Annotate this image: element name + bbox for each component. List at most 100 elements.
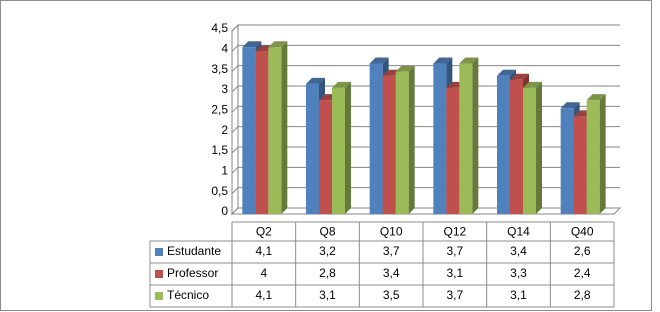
table-value: 4,1: [255, 244, 272, 258]
legend-label: Estudante: [167, 244, 221, 258]
table-value: 3,4: [383, 266, 400, 280]
bar-top: [268, 41, 288, 48]
bar: [395, 65, 415, 215]
bar-front: [433, 63, 447, 215]
bar-front: [332, 87, 345, 214]
bar-front: [268, 47, 282, 215]
grid-line-segment: [231, 166, 620, 174]
x-tick-label: Q14: [507, 225, 530, 239]
bar-top: [560, 102, 580, 109]
grid-line: [231, 105, 620, 113]
table-value: 2,8: [319, 266, 336, 280]
x-tick-label: Q10: [380, 225, 403, 239]
grid-line: [231, 44, 620, 52]
bar-front: [586, 100, 600, 214]
table-value: 3,5: [383, 288, 400, 302]
bar-top: [306, 77, 325, 84]
y-tick-label: 2: [221, 123, 228, 137]
bar-front: [369, 63, 383, 215]
bar-top: [332, 81, 351, 88]
table-value: 3,7: [446, 288, 463, 302]
y-tick-label: 3: [221, 82, 228, 96]
bar-side: [536, 81, 542, 214]
bar-top: [242, 41, 262, 48]
bar: [459, 57, 479, 215]
bar-side: [599, 94, 606, 214]
x-tick-label: Q2: [256, 225, 272, 239]
grid-line: [231, 24, 620, 32]
x-tick-label: Q40: [571, 225, 594, 239]
legend-swatch: [155, 248, 163, 256]
grid-line-segment: [231, 207, 620, 215]
grid-line: [231, 207, 620, 215]
bar-side: [408, 65, 415, 215]
grid-line-segment: [231, 44, 620, 52]
x-tick-label: Q8: [319, 225, 335, 239]
bar-front: [560, 108, 574, 214]
bar-front: [573, 116, 587, 214]
table-value: 3,1: [319, 288, 336, 302]
bar-side: [345, 81, 351, 214]
grid-line: [231, 126, 620, 134]
y-tick-label: 0: [221, 204, 228, 218]
bar-top: [510, 73, 529, 80]
grid-line: [231, 187, 620, 195]
bar-top: [395, 65, 415, 72]
y-tick-label: 1,5: [211, 143, 228, 157]
table-value: 3,3: [510, 266, 527, 280]
grid-line: [231, 85, 620, 93]
bar-front: [306, 83, 319, 214]
table-value: 4,1: [255, 288, 272, 302]
grid-line-segment: [231, 146, 620, 154]
bar-top: [497, 69, 516, 76]
bar-top: [433, 57, 453, 64]
bar-front: [319, 100, 332, 214]
grid-line-segment: [231, 187, 620, 195]
table-value: 3,2: [319, 244, 336, 258]
y-tick-label: 2,5: [211, 103, 228, 117]
legend-label: Professor: [167, 266, 218, 280]
table-value: 4: [260, 266, 267, 280]
table-value: 3,1: [510, 288, 527, 302]
bar-top: [586, 94, 606, 101]
table-value: 3,1: [446, 266, 463, 280]
table-value: 3,4: [510, 244, 527, 258]
grid-line-segment: [231, 105, 620, 113]
bar-front: [459, 63, 473, 215]
bar-front: [255, 51, 269, 215]
x-tick-label: Q12: [443, 225, 466, 239]
bar-side: [281, 41, 288, 215]
grid-line-segment: [231, 65, 620, 73]
bar-top: [523, 81, 542, 88]
back-wall: [231, 23, 239, 216]
bar-front: [523, 87, 536, 214]
table-value: 2,8: [574, 288, 591, 302]
table-value: 3,7: [446, 244, 463, 258]
grid-line: [231, 166, 620, 174]
bar-front: [242, 47, 256, 215]
bar-top: [369, 57, 389, 64]
y-tick-label: 1: [221, 164, 228, 178]
bar: [586, 94, 606, 214]
bar: [332, 81, 351, 214]
grid-line: [231, 146, 620, 154]
bar-front: [510, 79, 523, 214]
bar: [268, 41, 288, 215]
y-tick-label: 0,5: [211, 184, 228, 198]
bar-top: [459, 57, 479, 64]
y-tick-label: 3,5: [211, 62, 228, 76]
bar-front: [395, 71, 409, 215]
bar-front: [446, 87, 460, 214]
legend-swatch: [155, 270, 163, 278]
table-value: 2,4: [574, 266, 591, 280]
grid-line-segment: [231, 126, 620, 134]
legend-swatch: [155, 292, 163, 300]
legend-label: Técnico: [167, 288, 209, 302]
bar-front: [497, 75, 510, 214]
bar-side: [472, 57, 479, 215]
table-value: 2,6: [574, 244, 591, 258]
bar-front: [382, 75, 396, 214]
grid-line-segment: [231, 85, 620, 93]
bar: [523, 81, 542, 214]
